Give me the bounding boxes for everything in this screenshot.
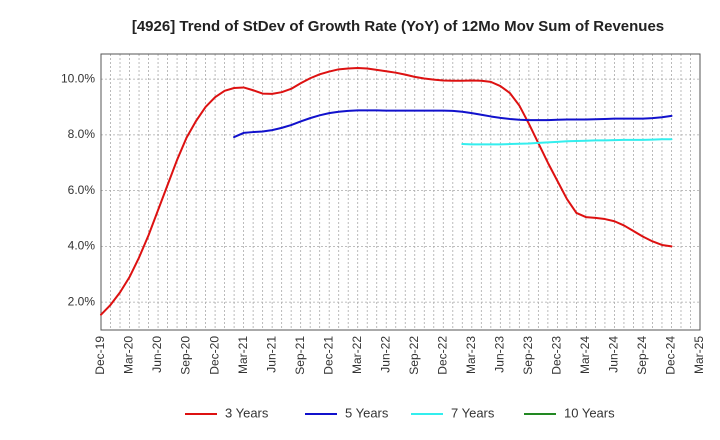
- x-tick-label: Dec-24: [664, 336, 678, 375]
- legend-label: 7 Years: [451, 405, 495, 420]
- x-tick-label: Dec-21: [321, 336, 335, 375]
- x-tick-label: Sep-21: [293, 336, 307, 375]
- x-tick-label: Jun-23: [493, 336, 507, 373]
- legend-item: 10 Years: [524, 405, 615, 420]
- legend-label: 10 Years: [564, 405, 615, 420]
- x-tick-label: Mar-23: [464, 336, 478, 374]
- plot-frame: [100, 53, 701, 331]
- x-tick-label: Mar-20: [122, 336, 136, 374]
- x-tick-label: Mar-22: [350, 336, 364, 374]
- y-tick-label: 8.0%: [68, 127, 96, 141]
- x-tick-label: Mar-25: [692, 336, 706, 374]
- legend-item: 5 Years: [305, 405, 389, 420]
- series-line-5-years: [233, 109, 673, 139]
- y-tick-label: 6.0%: [68, 183, 96, 197]
- axes: Dec-19 Mar-20 Jun-20 Sep-20 Dec-20 Mar-21 Jun-…: [61, 53, 706, 375]
- y-tick-label: 10.0%: [61, 71, 95, 85]
- legend-label: 3 Years: [225, 405, 269, 420]
- series-line-7-years: [461, 138, 673, 146]
- plot-background: [101, 54, 700, 330]
- y-tick-label: 4.0%: [68, 239, 96, 253]
- x-tick-label: Dec-23: [550, 336, 564, 375]
- y-tick-label: 2.0%: [68, 294, 96, 308]
- x-tick-label: Sep-23: [521, 336, 535, 375]
- x-tick-label: Sep-22: [407, 336, 421, 375]
- x-tick-label: Jun-24: [607, 336, 621, 373]
- series-line-3-years: [100, 66, 673, 316]
- series-lines: [100, 66, 673, 316]
- x-tick-label: Jun-21: [264, 336, 278, 373]
- x-tick-label: Mar-24: [578, 336, 592, 374]
- legend: 3 Years 5 Years 7 Years 10 Years: [185, 405, 615, 420]
- legend-item: 7 Years: [411, 405, 495, 420]
- plot-area: [101, 54, 700, 330]
- legend-item: 3 Years: [185, 405, 269, 420]
- legend-label: 5 Years: [345, 405, 389, 420]
- x-tick-label: Dec-20: [207, 336, 221, 375]
- grid: [100, 54, 701, 330]
- x-tick-label: Dec-19: [93, 336, 107, 375]
- x-tick-label: Sep-24: [635, 336, 649, 375]
- x-tick-label: Jun-20: [150, 336, 164, 373]
- chart-title: [4926] Trend of StDev of Growth Rate (Yo…: [132, 18, 664, 35]
- x-tick-label: Jun-22: [378, 336, 392, 373]
- x-tick-label: Dec-22: [435, 336, 449, 375]
- x-tick-label: Mar-21: [236, 336, 250, 374]
- x-tick-label: Sep-20: [179, 336, 193, 375]
